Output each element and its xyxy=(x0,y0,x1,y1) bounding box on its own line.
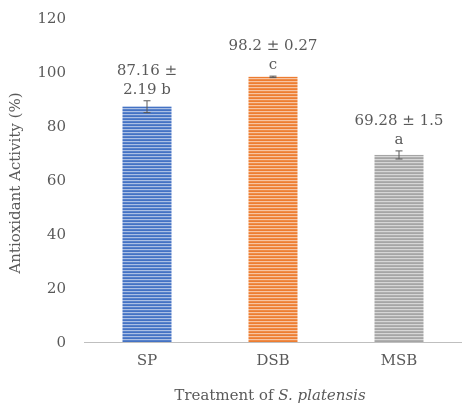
x-tick-label: MSB xyxy=(381,351,418,369)
data-label: 98.2 ± 0.27 xyxy=(229,36,318,54)
x-axis-title-species: S. platensis xyxy=(278,386,366,404)
bar-series: 87.16 ±2.19 b 98.2 ± 0.27c 69.28 ± 1.5a xyxy=(117,36,444,343)
data-label: c xyxy=(269,55,277,73)
y-tick-label: 20 xyxy=(47,279,66,297)
y-tick-label: 120 xyxy=(37,9,66,27)
y-tick-label: 100 xyxy=(37,63,66,81)
error-bar xyxy=(143,100,151,114)
bar-texture xyxy=(122,106,172,342)
y-axis: 0 20 40 60 80 100 120 xyxy=(37,9,66,351)
x-axis-title: Treatment of S. platensis xyxy=(174,386,366,404)
data-label: 69.28 ± 1.5 xyxy=(355,111,444,129)
error-bar xyxy=(269,75,277,79)
x-axis: SP DSB MSB xyxy=(84,342,462,369)
x-tick-label: DSB xyxy=(256,351,289,369)
x-axis-title-prefix: Treatment of xyxy=(174,386,278,404)
bar-texture xyxy=(374,154,424,342)
data-label: 2.19 b xyxy=(123,80,171,98)
y-tick-label: 60 xyxy=(47,171,66,189)
y-tick-label: 80 xyxy=(47,117,66,135)
y-axis-title: Antioxidant Activity (%) xyxy=(6,92,24,274)
x-tick-label: SP xyxy=(137,351,157,369)
y-tick-label: 40 xyxy=(47,225,66,243)
data-label: a xyxy=(395,130,404,148)
data-label: 87.16 ± xyxy=(117,61,177,79)
bar-texture xyxy=(248,76,298,343)
y-tick-label: 0 xyxy=(56,333,66,351)
error-bar xyxy=(395,150,403,160)
